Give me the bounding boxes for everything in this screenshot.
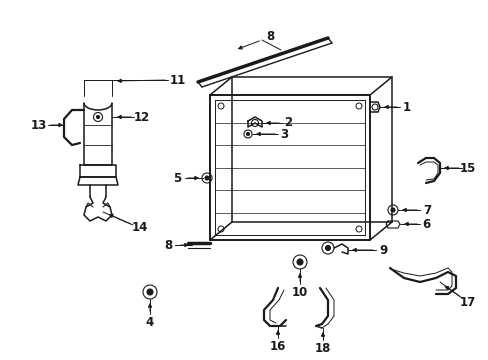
Text: 11: 11 [169,73,186,86]
Circle shape [147,289,153,295]
Text: 7: 7 [422,203,430,216]
Circle shape [325,246,330,251]
Text: 8: 8 [265,30,274,42]
Text: 10: 10 [291,285,307,298]
Text: 4: 4 [145,315,154,328]
Text: 1: 1 [402,100,410,113]
Text: 2: 2 [284,116,291,129]
Text: 15: 15 [459,162,475,175]
Circle shape [96,116,99,118]
Text: 16: 16 [269,339,285,352]
Text: 18: 18 [314,342,330,355]
Text: 17: 17 [459,296,475,309]
Text: 9: 9 [378,243,386,257]
Text: 12: 12 [134,111,150,123]
Text: 3: 3 [279,127,287,140]
Text: 5: 5 [173,171,181,185]
Text: 13: 13 [31,118,47,131]
Text: 14: 14 [132,220,148,234]
Circle shape [296,259,303,265]
Text: 8: 8 [163,239,172,252]
Circle shape [390,208,394,212]
Circle shape [204,176,208,180]
Text: 6: 6 [421,217,429,230]
Circle shape [246,132,249,135]
